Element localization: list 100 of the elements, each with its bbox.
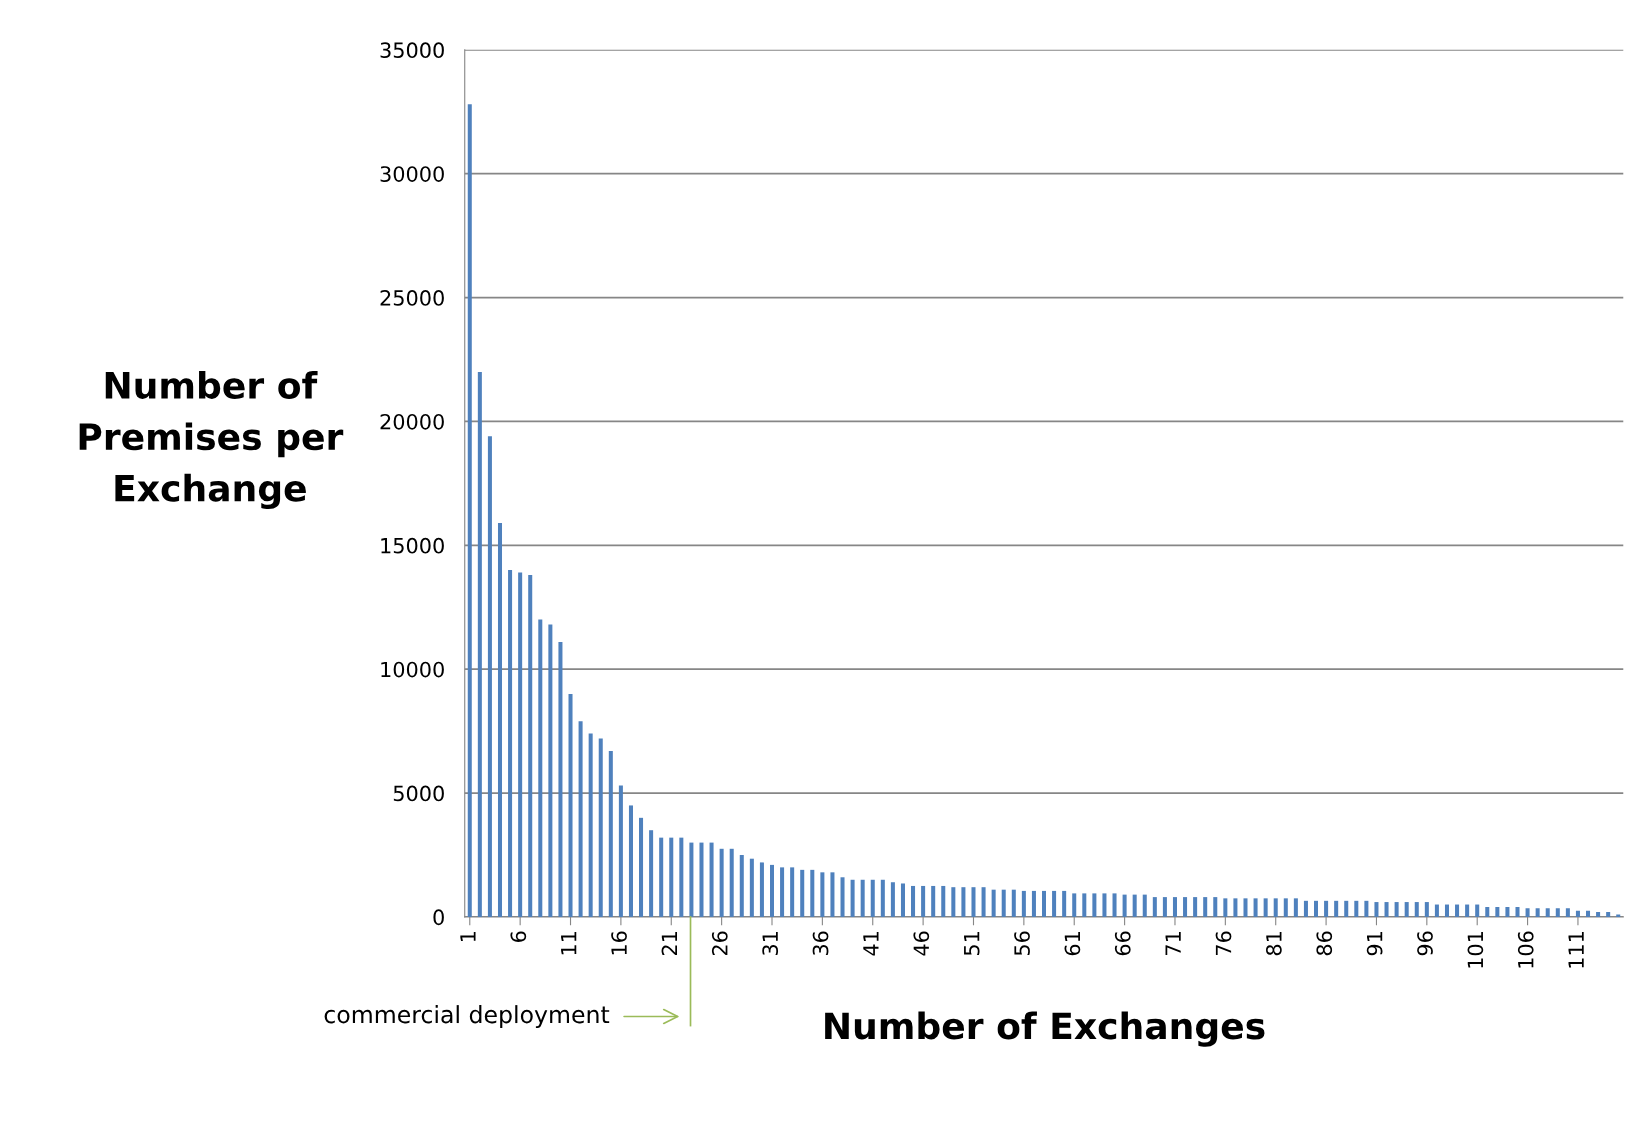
bar [548,624,553,917]
x-tick-label: 101 [1467,932,1484,968]
bar [729,848,734,917]
bar [739,854,744,917]
bar [830,872,835,917]
bar [1485,907,1490,917]
bar [628,805,633,917]
bar [598,738,603,917]
bar [1495,907,1500,917]
bar [800,869,805,917]
x-tick-label: 86 [1316,931,1333,956]
bar [1434,904,1439,917]
bar [568,693,573,917]
x-tick-label: 1 [460,932,476,942]
bar [759,862,764,917]
x-tick-label: 81 [1266,932,1282,956]
bar [1172,897,1177,917]
bar [618,785,623,917]
x-tick-label: 106 [1517,931,1534,968]
bar [870,879,875,917]
bar [931,885,936,917]
bar [1233,898,1238,917]
text: commercial deployment [324,1005,610,1028]
bar [1132,894,1137,917]
bar [1354,900,1359,917]
bar [911,885,916,917]
y-tick-label: 20000 [380,413,444,430]
bar [900,883,905,917]
x-tick-label: 61 [1064,932,1081,956]
bar [1414,902,1419,917]
bar [850,879,855,917]
x-tick-label: 46 [913,931,930,956]
bar [1092,893,1097,917]
bar [487,436,492,917]
bar [1515,907,1520,917]
y-tick-label: 35000 [380,42,444,59]
bar [1394,902,1399,917]
bar [961,887,966,917]
bar [840,877,845,917]
bar [749,858,754,917]
bar [890,882,895,917]
bar [1364,900,1369,917]
bar [1293,898,1298,917]
bar [709,842,714,917]
x-tick-label: 96 [1417,931,1433,956]
x-tick-label: 6 [510,931,527,942]
x-tick-label: 71 [1165,932,1181,955]
bar [1545,908,1550,917]
x-tick-label: 21 [661,932,678,956]
bar [1011,889,1016,917]
bar [769,864,775,917]
bar [467,104,472,917]
bar [1455,904,1460,917]
bar [1223,898,1228,917]
bar [1384,902,1389,917]
bar [1334,900,1339,917]
bar [1575,910,1580,917]
y-tick-label: 0 [433,909,444,926]
bar [1263,898,1268,917]
bar [1213,897,1218,917]
bar [1072,893,1077,917]
bar [790,867,795,917]
bar [941,885,946,917]
bar [649,830,654,917]
bar [1193,897,1198,917]
y-tick-label: 15000 [381,537,444,554]
bar [1314,900,1319,917]
x-tick-label: 41 [863,932,879,956]
bar [497,523,503,917]
bar [558,641,563,917]
bar [1203,897,1208,917]
x-tick-label: 91 [1366,932,1383,956]
bar [659,837,664,917]
bar [1001,889,1006,917]
bar [1535,908,1540,917]
bar [1283,898,1288,917]
bar [608,750,613,917]
x-tick-label: 26 [711,931,728,956]
bar [1586,910,1591,917]
bar [1444,904,1449,917]
bar [1243,898,1248,917]
x-axis-title: Number of Exchanges [825,1011,1265,1047]
bar [1324,900,1329,917]
bar [860,879,865,917]
bar [1031,890,1036,917]
y-tick-label: 30000 [380,166,444,182]
x-tick-label: 66 [1114,931,1131,956]
bar [1606,911,1611,917]
bar [1596,911,1601,917]
bar [1525,908,1530,917]
bar [991,889,996,917]
x-tick-label: 31 [762,932,779,956]
bar [1465,904,1470,917]
bar [1183,897,1188,917]
bar [528,575,533,917]
bar [508,570,513,917]
bar [699,842,704,917]
bar [588,733,593,917]
bar [971,887,976,917]
bar [1142,894,1147,917]
